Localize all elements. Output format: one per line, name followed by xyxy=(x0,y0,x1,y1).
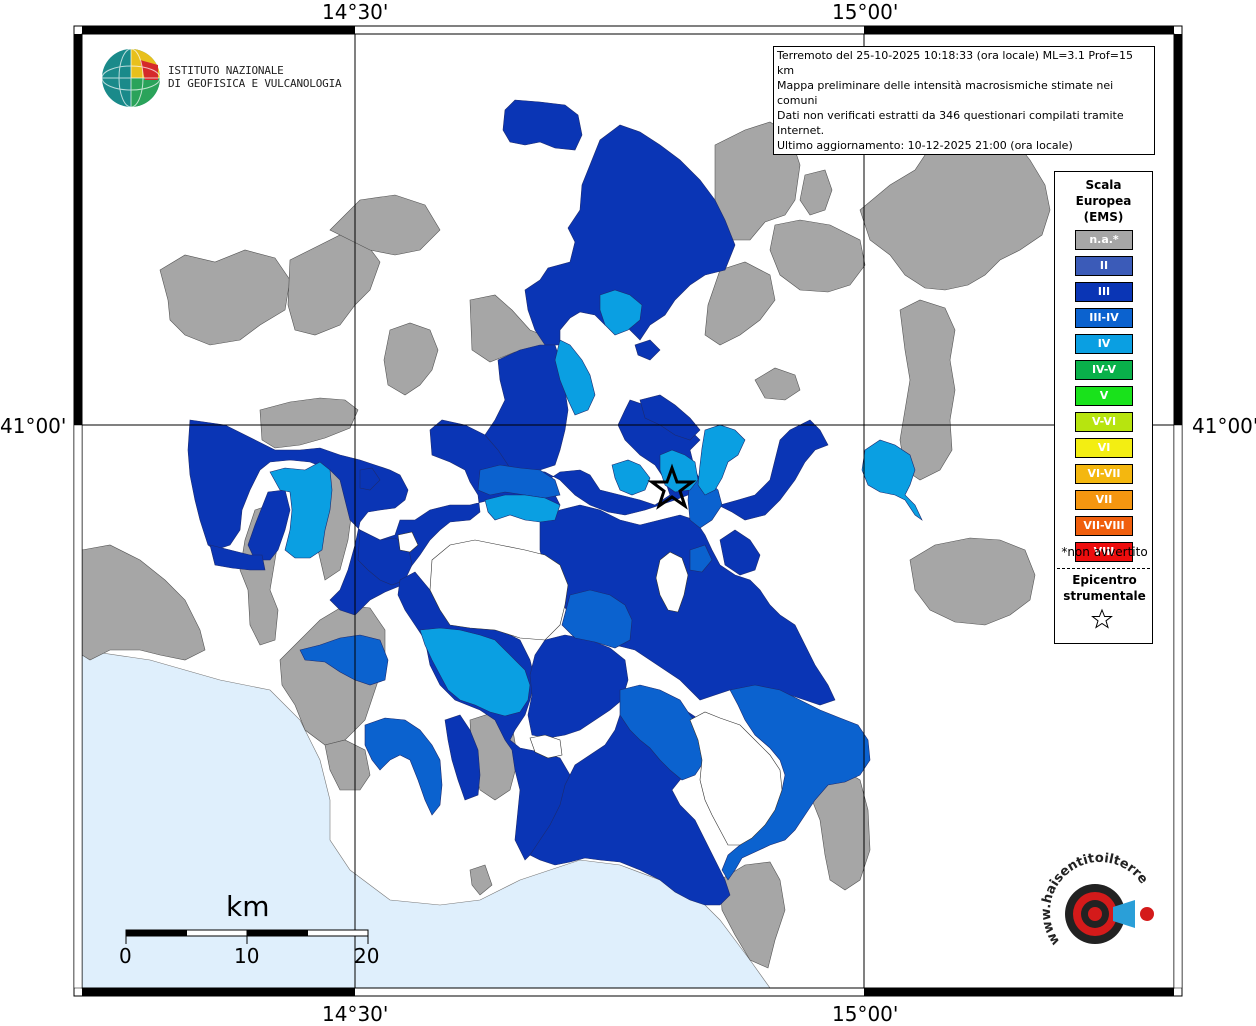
coord-label-lon-1-bottom: 14°30' xyxy=(322,1002,389,1026)
legend-title-line-1: Scala xyxy=(1085,178,1122,192)
legend-item: IV-V xyxy=(1075,360,1133,380)
legend-item: VIII xyxy=(1075,542,1133,562)
legend-item: II xyxy=(1075,256,1133,276)
legend-divider xyxy=(1057,568,1150,569)
logo-line-1: ISTITUTO NAZIONALE xyxy=(168,64,284,77)
coord-label-lon-2-bottom: 15°00' xyxy=(832,1002,899,1026)
info-line-3: Dati non verificati estratti da 346 ques… xyxy=(777,109,1124,137)
coord-label-lon-2-top: 15°00' xyxy=(832,0,899,24)
scale-unit-label: km xyxy=(226,890,270,923)
haisentito-logo-icon: www.haisentitoilterremoto.it xyxy=(1035,852,1154,948)
ems-legend: Scala Europea (EMS) n.a.* II III III-IV IV IV… xyxy=(1054,171,1153,644)
region-ems-iv xyxy=(269,289,923,717)
legend-title: Scala Europea (EMS) xyxy=(1055,177,1152,225)
event-info-box: Terremoto del 25-10-2025 10:18:33 (ora l… xyxy=(773,46,1155,155)
region-not-available xyxy=(81,119,1051,969)
legend-item: V-VI xyxy=(1075,412,1133,432)
info-line-4: Ultimo aggiornamento: 10-12-2025 21:00 (… xyxy=(777,139,1073,152)
ingv-logo-icon xyxy=(101,48,161,108)
legend-item: n.a.* xyxy=(1075,230,1133,250)
logo-line-2: DI GEOFISICA E VULCANOLOGIA xyxy=(168,77,342,90)
legend-item: V xyxy=(1075,386,1133,406)
grid-lines xyxy=(82,34,1174,988)
ingv-logo-text: ISTITUTO NAZIONALE DI GEOFISICA E VULCAN… xyxy=(168,64,342,90)
sea-area xyxy=(81,649,771,989)
coord-label-lat-right: 41°00' xyxy=(1192,414,1256,438)
legend-epicenter-label: Epicentro strumentale xyxy=(1055,572,1154,604)
map-frame xyxy=(73,25,1183,997)
legend-item: III xyxy=(1075,282,1133,302)
coord-label-lat-left: 41°00' xyxy=(0,414,67,438)
coord-label-lon-1-top: 14°30' xyxy=(322,0,389,24)
legend-epicenter-line-1: Epicentro xyxy=(1072,573,1137,587)
legend-star-icon xyxy=(1091,608,1113,629)
info-line-1: Terremoto del 25-10-2025 10:18:33 (ora l… xyxy=(777,49,1133,77)
legend-title-line-3: (EMS) xyxy=(1083,210,1124,224)
info-line-2: Mappa preliminare delle intensità macros… xyxy=(777,79,1114,107)
legend-item: VII xyxy=(1075,490,1133,510)
legend-epicenter-line-2: strumentale xyxy=(1063,589,1146,603)
legend-item: VI xyxy=(1075,438,1133,458)
scale-bar xyxy=(125,929,369,944)
legend-item: III-IV xyxy=(1075,308,1133,328)
scale-tick-20: 20 xyxy=(354,944,380,968)
region-ems-iii-iv xyxy=(299,464,871,881)
region-no-data xyxy=(397,531,783,846)
legend-items: n.a.* II III III-IV IV IV-V V V-VI VI VI-VII VII VI… xyxy=(1075,230,1133,568)
legend-note: *non avvertito xyxy=(1061,545,1148,559)
legend-title-line-2: Europea xyxy=(1075,194,1132,208)
epicenter-star-icon xyxy=(647,463,697,510)
legend-item: VII-VIII xyxy=(1075,516,1133,536)
scale-tick-10: 10 xyxy=(234,944,260,968)
legend-item: IV xyxy=(1075,334,1133,354)
legend-item: VI-VII xyxy=(1075,464,1133,484)
scale-tick-0: 0 xyxy=(119,944,132,968)
